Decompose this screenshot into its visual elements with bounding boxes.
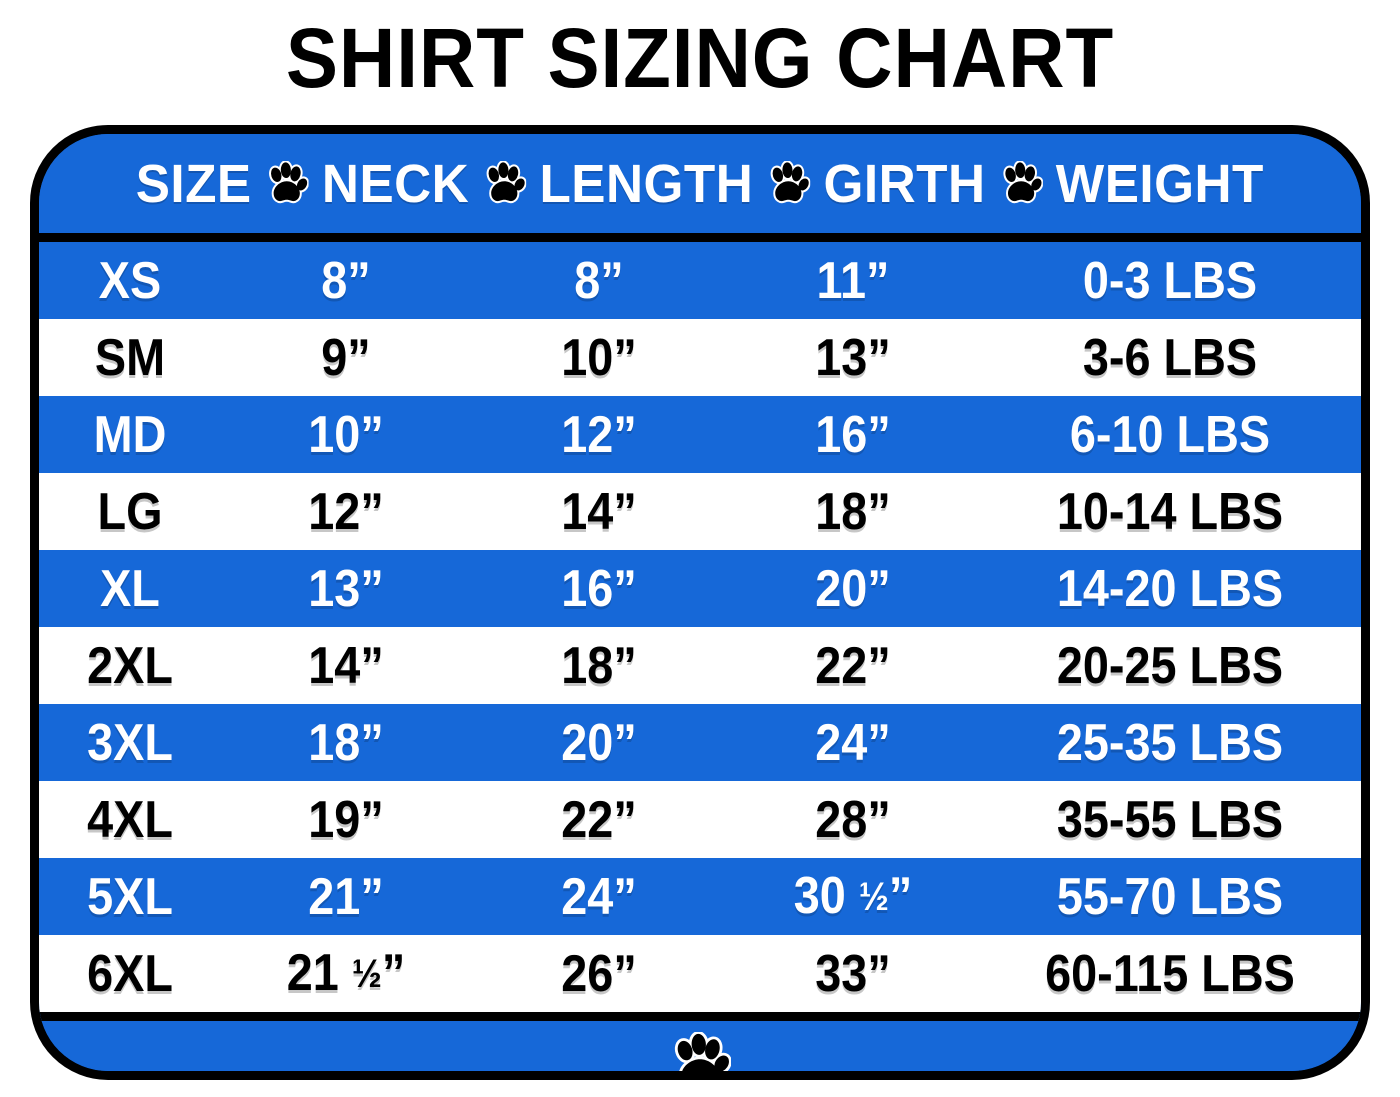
cell-length: 14” [561,482,637,541]
paw-print-icon [753,160,823,207]
cell-size: MD [93,405,167,464]
cell-length: 26” [561,944,637,1003]
cell-neck: 10” [308,405,384,464]
cell-weight: 3-6 LBS [1082,328,1258,387]
cell-size: SM [94,328,166,387]
cell-size: LG [97,482,163,541]
cell-weight: 55-70 LBS [1056,867,1284,926]
table-row: MD 10” 12” 16” 6-10 LBS [39,396,1361,473]
column-header-neck: NECK [322,153,470,214]
cell-neck: 21” [308,867,384,926]
table-row: SM 9” 10” 13” 3-6 LBS [39,319,1361,396]
column-header-length: LENGTH [539,153,754,214]
column-header-size: SIZE [135,153,252,214]
cell-weight: 14-20 LBS [1056,559,1284,618]
paw-print-icon [986,160,1056,207]
table-header-row: SIZE [39,134,1361,242]
cell-neck: 21 ½” [286,944,406,1003]
table-row: 3XL 18” 20” 24” 25-35 LBS [39,704,1361,781]
cell-size: 5XL [87,867,173,926]
cell-size: 6XL [87,944,173,1003]
cell-length: 16” [561,559,637,618]
cell-neck: 18” [308,713,384,772]
cell-girth: 24” [815,713,891,772]
table-row: 5XL 21” 24” 30 ½” 55-70 LBS [39,858,1361,935]
cell-girth: 30 ½” [793,867,913,926]
table-body: XS 8” 8” 11” 0-3 LBS SM 9” 10” 13” 3-6 LBS MD 10” 12… [39,242,1361,1012]
cell-girth: 33” [815,944,891,1003]
cell-weight: 25-35 LBS [1056,713,1284,772]
cell-neck: 19” [308,790,384,849]
cell-weight: 6-10 LBS [1069,405,1271,464]
cell-girth: 20” [815,559,891,618]
card-footer [39,1012,1361,1071]
cell-weight: 35-55 LBS [1056,790,1284,849]
cell-neck: 14” [308,636,384,695]
cell-size: XL [100,559,160,618]
cell-length: 20” [561,713,637,772]
cell-weight: 20-25 LBS [1056,636,1284,695]
table-row: 6XL 21 ½” 26” 33” 60-115 LBS [39,935,1361,1012]
cell-length: 24” [561,867,637,926]
sizing-chart-card: SIZE [30,125,1370,1080]
table-row: LG 12” 14” 18” 10-14 LBS [39,473,1361,550]
table-row: 2XL 14” 18” 22” 20-25 LBS [39,627,1361,704]
cell-girth: 18” [815,482,891,541]
cell-length: 8” [574,251,624,310]
column-header-weight: WEIGHT [1056,153,1265,214]
cell-girth: 22” [815,636,891,695]
cell-neck: 8” [321,251,371,310]
cell-length: 22” [561,790,637,849]
paw-print-icon [469,160,539,207]
table-row: 4XL 19” 22” 28” 35-55 LBS [39,781,1361,858]
cell-girth: 11” [816,251,890,310]
cell-size: XS [98,251,162,310]
table-row: XL 13” 16” 20” 14-20 LBS [39,550,1361,627]
cell-length: 10” [561,328,637,387]
cell-weight: 0-3 LBS [1082,251,1258,310]
cell-girth: 28” [815,790,891,849]
cell-girth: 13” [815,328,891,387]
cell-weight: 10-14 LBS [1056,482,1284,541]
cell-length: 12” [561,405,637,464]
table-header-inner: SIZE [136,157,1264,211]
table-row: XS 8” 8” 11” 0-3 LBS [39,242,1361,319]
cell-girth: 16” [815,405,891,464]
cell-neck: 13” [308,559,384,618]
column-header-girth: GIRTH [823,153,986,214]
cell-neck: 12” [308,482,384,541]
cell-size: 2XL [87,636,173,695]
cell-neck: 9” [321,328,371,387]
page-title: SHIRT SIZING CHART [285,11,1115,105]
cell-weight: 60-115 LBS [1045,944,1295,1003]
paw-print-icon [669,1031,731,1071]
cell-length: 18” [561,636,637,695]
paw-print-icon [252,160,322,207]
cell-size: 3XL [87,713,173,772]
cell-size: 4XL [87,790,173,849]
